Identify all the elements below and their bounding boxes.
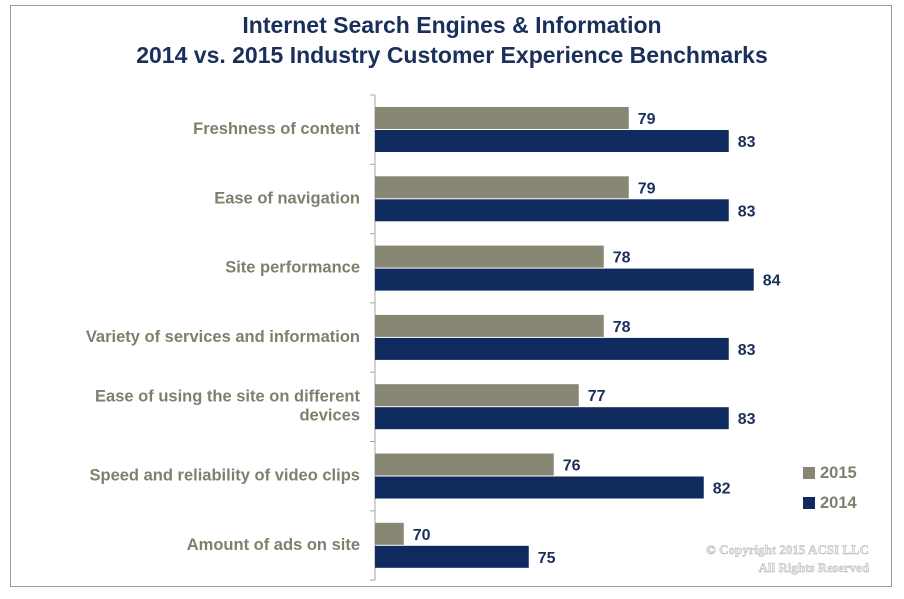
category-label: Variety of services and information <box>86 328 360 346</box>
category-label: Speed and reliability of video clips <box>90 467 361 485</box>
bar-2015 <box>375 245 604 268</box>
category-label-line: Amount of ads on site <box>187 536 360 554</box>
category-label-line: Site performance <box>225 259 360 277</box>
copyright-watermark: © Copyright 2015 ACSI LLC <box>706 542 869 557</box>
bar-2014 <box>375 337 729 360</box>
data-label: 75 <box>538 550 556 567</box>
bar-2014 <box>375 268 754 291</box>
bar-2015 <box>375 176 629 199</box>
bar-2015 <box>375 384 579 407</box>
chart-title: Internet Search Engines & Information <box>242 12 662 38</box>
bar-2014 <box>375 199 729 222</box>
chart-title-block: Internet Search Engines & Information 20… <box>0 10 904 70</box>
legend-swatch-2014 <box>803 497 815 509</box>
category-label-line: Ease of navigation <box>214 189 360 207</box>
bar-2014 <box>375 407 729 430</box>
data-label: 83 <box>738 203 756 220</box>
data-label: 78 <box>613 250 631 267</box>
data-label: 82 <box>713 481 731 498</box>
data-label: 84 <box>763 273 781 290</box>
data-label: 77 <box>588 388 606 405</box>
bar-2015 <box>375 453 554 476</box>
data-label: 79 <box>638 180 656 197</box>
category-label-line: Speed and reliability of video clips <box>90 467 361 485</box>
category-label: Ease of using the site on different devic… <box>95 388 360 425</box>
legend-label: 2014 <box>820 494 858 512</box>
category-label: Amount of ads on site <box>187 536 360 554</box>
data-label: 78 <box>613 319 631 336</box>
category-label-line: Ease of using the site on different <box>95 388 360 406</box>
bar-2014 <box>375 130 729 152</box>
data-label: 83 <box>738 411 756 428</box>
category-label: Site performance <box>225 259 360 277</box>
bar-2014 <box>375 545 529 568</box>
legend-label: 2015 <box>820 464 857 482</box>
data-label: 83 <box>738 134 756 151</box>
category-label-line: devices <box>299 407 360 425</box>
data-label: 79 <box>638 111 656 128</box>
category-label: Freshness of content <box>193 120 360 138</box>
bar-2014 <box>375 476 704 499</box>
legend-swatch-2015 <box>803 467 815 479</box>
data-label: 70 <box>413 527 431 544</box>
chart-subtitle: 2014 vs. 2015 Industry Customer Experien… <box>136 42 768 68</box>
category-label: Ease of navigation <box>214 189 360 207</box>
bar-2015 <box>375 107 629 129</box>
data-label: 76 <box>563 458 581 475</box>
rights-watermark: All Rights Reserved <box>759 560 870 575</box>
bar-2015 <box>375 522 404 545</box>
category-label-line: Freshness of content <box>193 120 360 138</box>
data-label: 83 <box>738 342 756 359</box>
category-label-line: Variety of services and information <box>86 328 360 346</box>
bar-2015 <box>375 314 604 337</box>
